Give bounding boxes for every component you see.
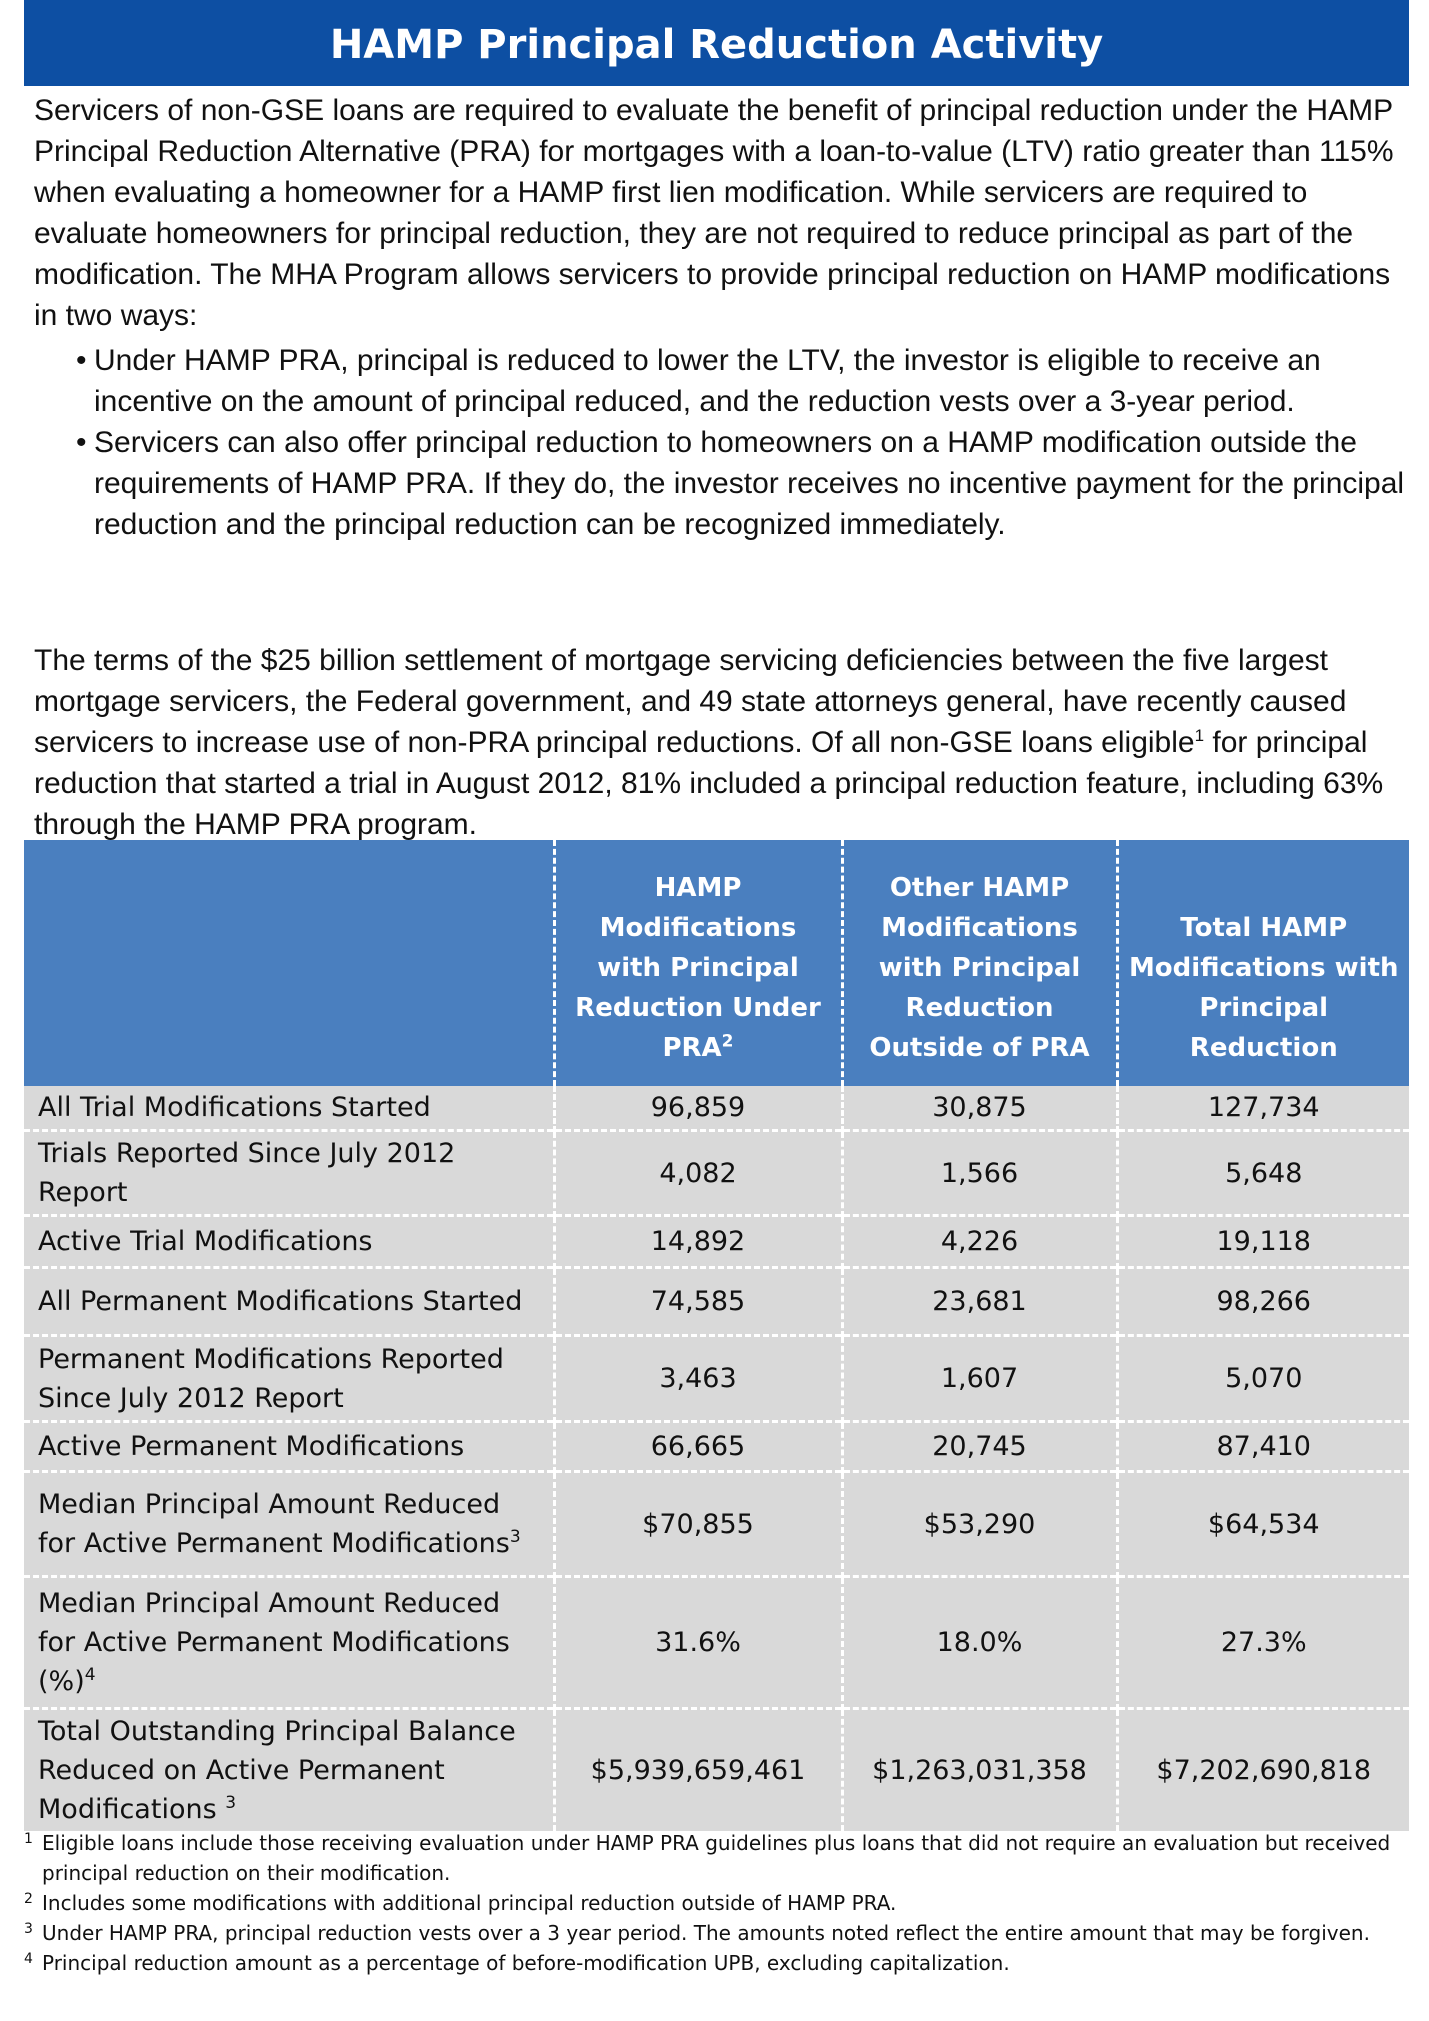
bullet-item: • Under HAMP PRA, principal is reduced t… [76,340,1416,422]
bullet-icon: • [76,426,87,459]
footnote-ref: 3 [225,1793,237,1813]
footnote-ref: 2 [721,1031,734,1052]
row-label: Median Principal Amount Reduced for Acti… [24,1575,554,1709]
table-row: All Trial Modifications Started 96,859 3… [24,1086,1409,1131]
value-cell: 18.0% [840,1575,1117,1709]
header-cell-blank [24,840,554,1086]
value-cell: 74,585 [552,1266,842,1336]
header-text: Total HAMP Modifications with Principal … [1128,913,1399,1063]
bullet-text: Under HAMP PRA, principal is reduced to … [94,344,1321,418]
value-cell: 96,859 [552,1086,842,1131]
value-cell: 4,226 [840,1214,1117,1268]
principal-reduction-table: HAMP Modifications with Principal Reduct… [24,840,1409,1831]
value-cell: 1,607 [840,1334,1117,1422]
table-row: Median Principal Amount Reduced for Acti… [24,1575,1409,1709]
header-text: Other HAMP Modifications with Principal … [869,873,1090,1063]
footnote-ref: 3 [509,1527,521,1547]
value-cell: 98,266 [1115,1266,1409,1336]
value-cell: 31.6% [552,1575,842,1709]
table-header-row: HAMP Modifications with Principal Reduct… [24,840,1409,1086]
value-cell: $70,855 [552,1470,842,1577]
value-cell: 5,648 [1115,1129,1409,1216]
settlement-paragraph: The terms of the $25 billion settlement … [34,640,1399,845]
value-cell: 14,892 [552,1214,842,1268]
page-title: HAMP Principal Reduction Activity [24,0,1409,86]
value-cell: 20,745 [840,1420,1117,1472]
row-label: Active Trial Modifications [24,1214,554,1268]
header-cell-pra: HAMP Modifications with Principal Reduct… [552,840,842,1086]
bullet-item: • Servicers can also offer principal red… [76,422,1416,545]
footnotes: 1 Eligible loans include those receiving … [24,1828,1409,1978]
value-cell: $64,534 [1115,1470,1409,1577]
row-label: All Trial Modifications Started [24,1086,554,1131]
footnote-ref: 1 [1194,726,1205,745]
row-label: Trials Reported Since July 2012 Report [24,1129,554,1216]
value-cell: 5,070 [1115,1334,1409,1422]
bullet-list: • Under HAMP PRA, principal is reduced t… [76,340,1416,545]
settlement-text-cont: for principal reduction that started a t… [34,726,1384,841]
value-cell: 66,665 [552,1420,842,1472]
value-cell: 23,681 [840,1266,1117,1336]
bullet-icon: • [76,344,87,377]
row-label: All Permanent Modifications Started [24,1266,554,1336]
bullet-text: Servicers can also offer principal reduc… [94,426,1405,541]
footnote-text: Includes some modifications with additio… [42,1891,897,1915]
table-row: Active Trial Modifications 14,892 4,226 … [24,1214,1409,1268]
header-cell-other: Other HAMP Modifications with Principal … [840,840,1117,1086]
table-row: All Permanent Modifications Started 74,5… [24,1266,1409,1336]
footnote: 3 Under HAMP PRA, principal reduction ves… [24,1918,1409,1948]
row-label: Active Permanent Modifications [24,1420,554,1472]
value-cell: 1,566 [840,1129,1117,1216]
footnote: 1 Eligible loans include those receiving … [24,1828,1409,1888]
footnote: 4 Principal reduction amount as a percent… [24,1948,1409,1978]
row-label: Total Outstanding Principal Balance Redu… [24,1707,554,1831]
table-row: Median Principal Amount Reduced for Acti… [24,1470,1409,1577]
value-cell: 127,734 [1115,1086,1409,1131]
value-cell: 3,463 [552,1334,842,1422]
header-cell-total: Total HAMP Modifications with Principal … [1115,840,1409,1086]
table-row: Trials Reported Since July 2012 Report 4… [24,1129,1409,1216]
row-label: Median Principal Amount Reduced for Acti… [24,1470,554,1577]
footnote: 2 Includes some modifications with additi… [24,1888,1409,1918]
row-label: Permanent Modifications Reported Since J… [24,1334,554,1422]
table-row: Permanent Modifications Reported Since J… [24,1334,1409,1422]
table-row: Total Outstanding Principal Balance Redu… [24,1707,1409,1831]
footnote-text: Eligible loans include those receiving e… [42,1831,1391,1885]
footnote-mark: 2 [24,1891,33,1907]
value-cell: 87,410 [1115,1420,1409,1472]
value-cell: 4,082 [552,1129,842,1216]
value-cell: 30,875 [840,1086,1117,1131]
settlement-text: The terms of the $25 billion settlement … [34,644,1347,759]
value-cell: $53,290 [840,1470,1117,1577]
footnote-text: Under HAMP PRA, principal reduction vest… [42,1921,1370,1945]
value-cell: $5,939,659,461 [552,1707,842,1831]
footnote-mark: 4 [24,1951,33,1967]
footnote-text: Principal reduction amount as a percenta… [42,1951,1010,1975]
table-row: Active Permanent Modifications 66,665 20… [24,1420,1409,1472]
footnote-mark: 3 [24,1921,33,1937]
value-cell: $1,263,031,358 [840,1707,1117,1831]
value-cell: $7,202,690,818 [1115,1707,1409,1831]
intro-paragraph: Servicers of non-GSE loans are required … [34,94,1394,332]
header-text: HAMP Modifications with Principal Reduct… [575,873,821,1063]
footnote-mark: 1 [24,1831,33,1847]
value-cell: 27.3% [1115,1575,1409,1709]
footnote-ref: 4 [84,1665,96,1685]
value-cell: 19,118 [1115,1214,1409,1268]
